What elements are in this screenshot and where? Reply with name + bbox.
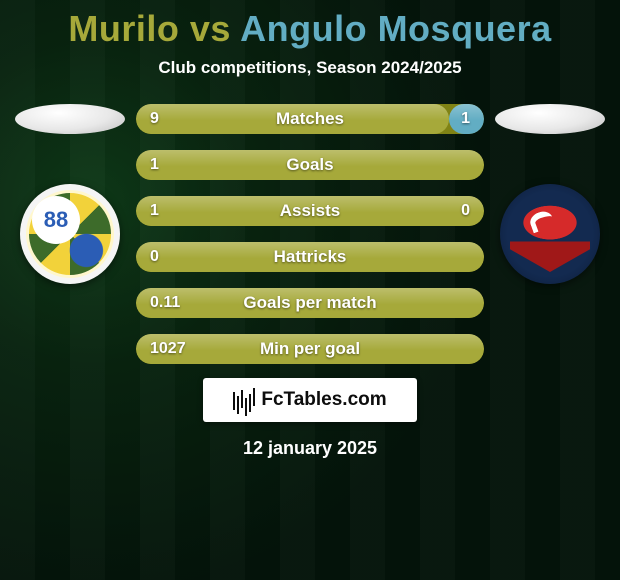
- right-column: [490, 104, 610, 284]
- stat-value-left: 9: [150, 104, 159, 134]
- main-row: Matches91Goals1Assists10Hattricks0Goals …: [0, 104, 620, 364]
- fctables-logo-icon: [233, 390, 255, 410]
- stat-label: Min per goal: [136, 334, 484, 364]
- stat-value-left: 0: [150, 242, 159, 272]
- stat-bar: Matches9 1: [136, 104, 484, 134]
- date-label: 12 january 2025: [243, 438, 377, 459]
- stat-bar: Assists1 0: [136, 196, 484, 226]
- title-player1: Murilo: [68, 8, 179, 49]
- infographic-container: Murilo vs Angulo Mosquera Club competiti…: [0, 0, 620, 580]
- stat-label: Goals per match: [136, 288, 484, 318]
- stat-label: Matches: [136, 104, 484, 134]
- player2-avatar: [495, 104, 605, 134]
- stat-value-right: 0: [461, 196, 470, 226]
- stat-label: Goals: [136, 150, 484, 180]
- stat-value-right: 1: [461, 104, 470, 134]
- subtitle: Club competitions, Season 2024/2025: [158, 58, 461, 78]
- left-column: [10, 104, 130, 284]
- stat-label: Hattricks: [136, 242, 484, 272]
- title-vs: vs: [190, 8, 231, 49]
- player2-club-crest: [500, 184, 600, 284]
- player1-club-crest: [20, 184, 120, 284]
- title-player2: Angulo Mosquera: [240, 8, 552, 49]
- stat-value-left: 1027: [150, 334, 186, 364]
- page-title: Murilo vs Angulo Mosquera: [68, 8, 551, 50]
- stat-value-left: 0.11: [150, 288, 180, 318]
- stat-label: Assists: [136, 196, 484, 226]
- stat-bar: Hattricks0: [136, 242, 484, 272]
- stat-value-left: 1: [150, 196, 159, 226]
- branding-box: FcTables.com: [203, 378, 417, 422]
- stat-bar: Goals1: [136, 150, 484, 180]
- stat-bar: Min per goal1027: [136, 334, 484, 364]
- stat-bar: Goals per match0.11: [136, 288, 484, 318]
- stats-column: Matches91Goals1Assists10Hattricks0Goals …: [130, 104, 490, 364]
- player1-avatar: [15, 104, 125, 134]
- stat-value-left: 1: [150, 150, 159, 180]
- branding-text: FcTables.com: [261, 389, 386, 411]
